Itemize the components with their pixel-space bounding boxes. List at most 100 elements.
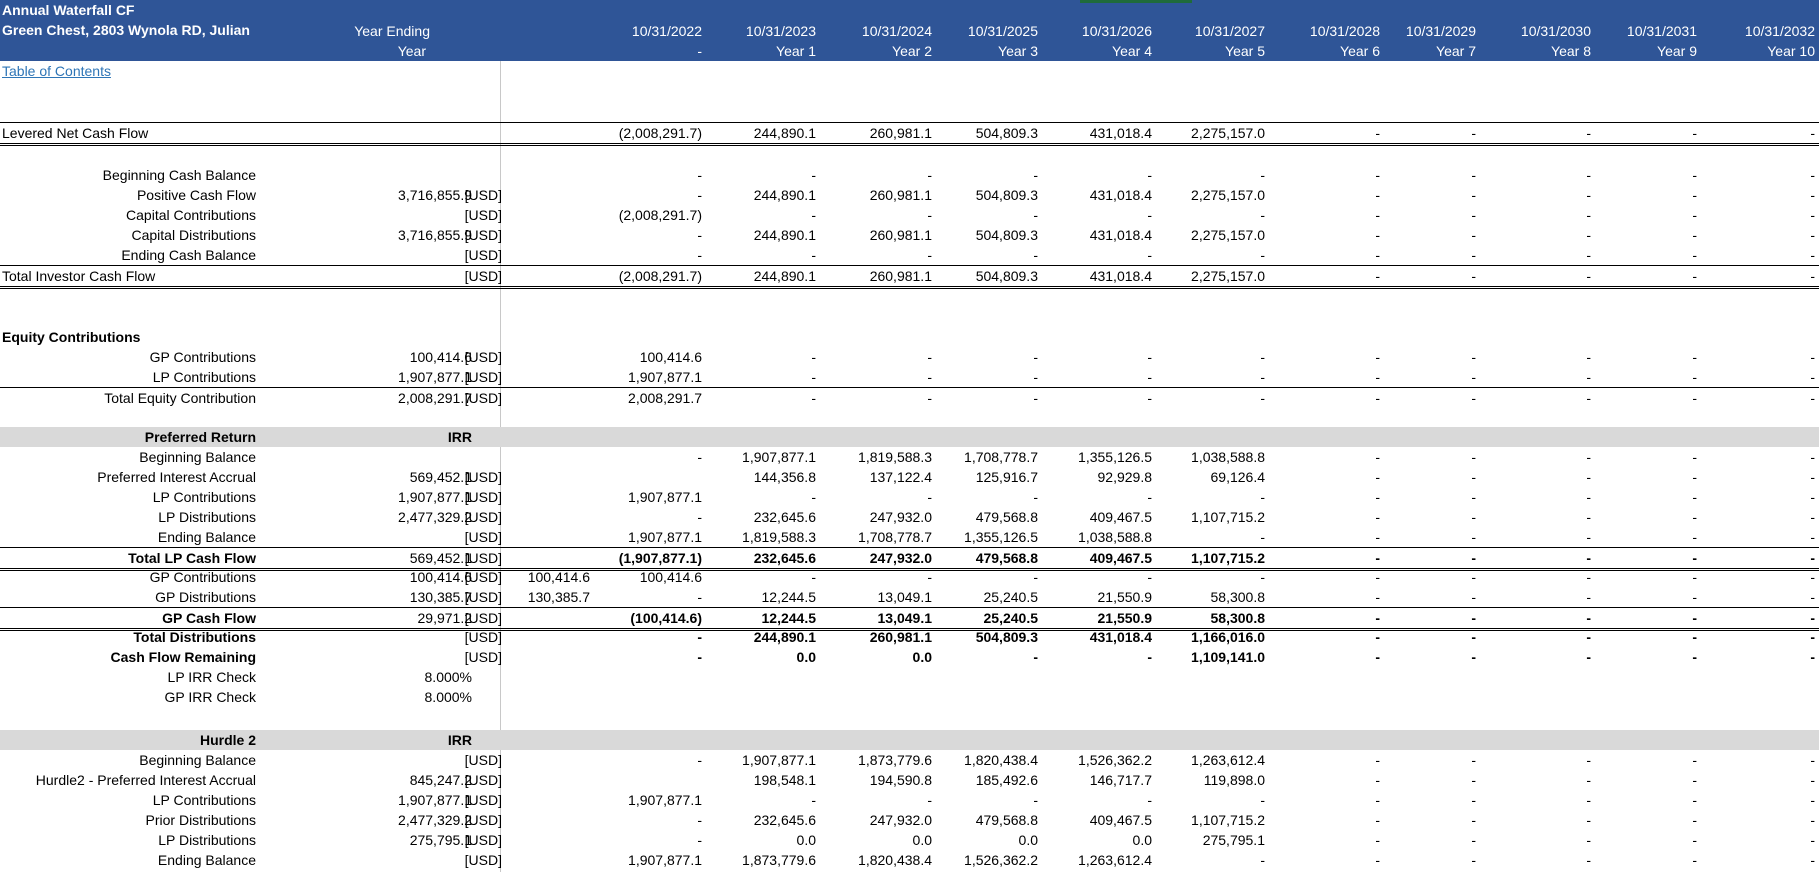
value-cell[interactable]: - xyxy=(1810,247,1815,263)
value-cell[interactable] xyxy=(700,730,816,750)
value-cell[interactable]: - xyxy=(1147,390,1152,406)
value-cell[interactable] xyxy=(1475,327,1591,347)
value-cell[interactable]: - xyxy=(1375,589,1380,605)
value-cell[interactable]: - xyxy=(1692,489,1697,505)
value-cell[interactable]: 260,981.1 xyxy=(869,629,932,645)
value-cell[interactable]: - xyxy=(1375,469,1380,485)
value-cell[interactable]: - xyxy=(1692,247,1697,263)
value-cell[interactable]: - xyxy=(1471,792,1476,808)
value-cell[interactable]: - xyxy=(1810,832,1815,848)
value-cell[interactable]: 198,548.1 xyxy=(753,772,816,788)
value-cell[interactable]: - xyxy=(1471,167,1476,183)
value-cell[interactable]: - xyxy=(697,589,702,605)
value-cell[interactable]: 2,275,157.0 xyxy=(1191,125,1265,141)
value-cell[interactable]: 431,018.4 xyxy=(1089,268,1152,284)
row-label[interactable]: Ending Balance xyxy=(157,529,256,545)
row-unit[interactable] xyxy=(458,427,502,447)
value-cell[interactable]: - xyxy=(1810,610,1815,626)
value-cell[interactable] xyxy=(1360,427,1476,447)
value-cell[interactable]: 0.0 xyxy=(796,649,816,665)
row-unit[interactable]: [USD] xyxy=(464,852,502,868)
value-cell[interactable]: 1,820,438.4 xyxy=(858,852,932,868)
value-cell[interactable] xyxy=(1475,687,1591,707)
value-cell[interactable]: - xyxy=(1033,390,1038,406)
value-cell[interactable]: - xyxy=(1810,489,1815,505)
value-cell[interactable]: - xyxy=(1586,489,1591,505)
value-cell[interactable]: - xyxy=(1375,390,1380,406)
value-cell[interactable]: - xyxy=(1471,610,1476,626)
value-cell[interactable]: - xyxy=(811,792,816,808)
value-cell[interactable]: - xyxy=(1810,187,1815,203)
row-label[interactable]: Ending Cash Balance xyxy=(121,247,256,263)
value-cell[interactable]: - xyxy=(1260,529,1265,545)
row-total[interactable]: IRR xyxy=(447,429,472,445)
column-date[interactable]: 10/31/2030 xyxy=(1520,23,1591,39)
row-label[interactable]: Beginning Cash Balance xyxy=(102,167,256,183)
value-cell[interactable] xyxy=(586,730,702,750)
row-unit[interactable] xyxy=(458,327,502,347)
value-cell[interactable]: - xyxy=(927,569,932,585)
row-extra-value[interactable] xyxy=(500,185,590,205)
value-cell[interactable]: 2,275,157.0 xyxy=(1191,268,1265,284)
value-cell[interactable]: 409,467.5 xyxy=(1089,550,1152,566)
value-cell[interactable]: 431,018.4 xyxy=(1089,629,1152,645)
value-cell[interactable] xyxy=(1699,667,1815,687)
row-extra-value[interactable] xyxy=(500,487,590,507)
value-cell[interactable]: - xyxy=(811,390,816,406)
value-cell[interactable]: - xyxy=(697,812,702,828)
value-cell[interactable]: 247,932.0 xyxy=(869,509,932,525)
value-cell[interactable]: - xyxy=(1375,629,1380,645)
row-total[interactable] xyxy=(330,627,472,647)
value-cell[interactable]: - xyxy=(1471,752,1476,768)
value-cell[interactable]: 185,492.6 xyxy=(975,772,1038,788)
row-total[interactable]: 2,477,329.2 xyxy=(398,509,472,525)
column-date[interactable]: 10/31/2026 xyxy=(1081,23,1152,39)
row-label[interactable]: Levered Net Cash Flow xyxy=(2,125,149,141)
value-cell[interactable]: - xyxy=(927,207,932,223)
value-cell[interactable]: - xyxy=(1692,125,1697,141)
row-unit[interactable]: [USD] xyxy=(464,752,502,768)
value-cell[interactable]: - xyxy=(1586,550,1591,566)
row-unit[interactable] xyxy=(458,687,502,707)
value-cell[interactable]: 13,049.1 xyxy=(877,589,933,605)
row-total[interactable] xyxy=(330,266,472,286)
value-cell[interactable]: 244,890.1 xyxy=(753,187,816,203)
row-label[interactable]: LP Distributions xyxy=(158,509,256,525)
column-date[interactable]: 10/31/2031 xyxy=(1626,23,1697,39)
value-cell[interactable]: - xyxy=(1471,509,1476,525)
value-cell[interactable]: - xyxy=(1260,167,1265,183)
value-cell[interactable]: 275,795.1 xyxy=(1202,832,1265,848)
value-cell[interactable]: - xyxy=(1375,349,1380,365)
value-cell[interactable]: - xyxy=(1692,852,1697,868)
column-date[interactable]: 10/31/2025 xyxy=(967,23,1038,39)
value-cell[interactable]: 1,873,779.6 xyxy=(742,852,816,868)
value-cell[interactable]: - xyxy=(1260,369,1265,385)
value-cell[interactable]: - xyxy=(1375,832,1380,848)
value-cell[interactable]: 100,414.6 xyxy=(639,349,702,365)
value-cell[interactable]: 58,300.8 xyxy=(1210,589,1266,605)
value-cell[interactable]: - xyxy=(1810,569,1815,585)
column-date[interactable]: 10/31/2028 xyxy=(1309,23,1380,39)
row-label[interactable]: LP Distributions xyxy=(158,832,256,848)
row-extra-value[interactable] xyxy=(500,225,590,245)
row-unit[interactable]: [USD] xyxy=(464,812,502,828)
value-cell[interactable]: - xyxy=(1375,550,1380,566)
value-cell[interactable]: 21,550.9 xyxy=(1097,589,1153,605)
row-total[interactable]: 8.000% xyxy=(424,669,472,685)
row-extra-value[interactable] xyxy=(500,245,590,265)
value-cell[interactable] xyxy=(1036,327,1152,347)
value-cell[interactable]: - xyxy=(1375,529,1380,545)
value-cell[interactable]: - xyxy=(1471,629,1476,645)
value-cell[interactable]: 1,907,877.1 xyxy=(628,369,702,385)
value-cell[interactable]: (2,008,291.7) xyxy=(618,207,702,223)
value-cell[interactable]: - xyxy=(1692,268,1697,284)
value-cell[interactable]: - xyxy=(1586,772,1591,788)
value-cell[interactable]: 244,890.1 xyxy=(753,268,816,284)
value-cell[interactable]: 232,645.6 xyxy=(753,509,816,525)
value-cell[interactable]: 0.0 xyxy=(796,832,816,848)
row-extra-value[interactable] xyxy=(500,388,590,408)
value-cell[interactable]: - xyxy=(1375,852,1380,868)
value-cell[interactable]: - xyxy=(1692,207,1697,223)
value-cell[interactable] xyxy=(700,327,816,347)
value-cell[interactable] xyxy=(1360,730,1476,750)
